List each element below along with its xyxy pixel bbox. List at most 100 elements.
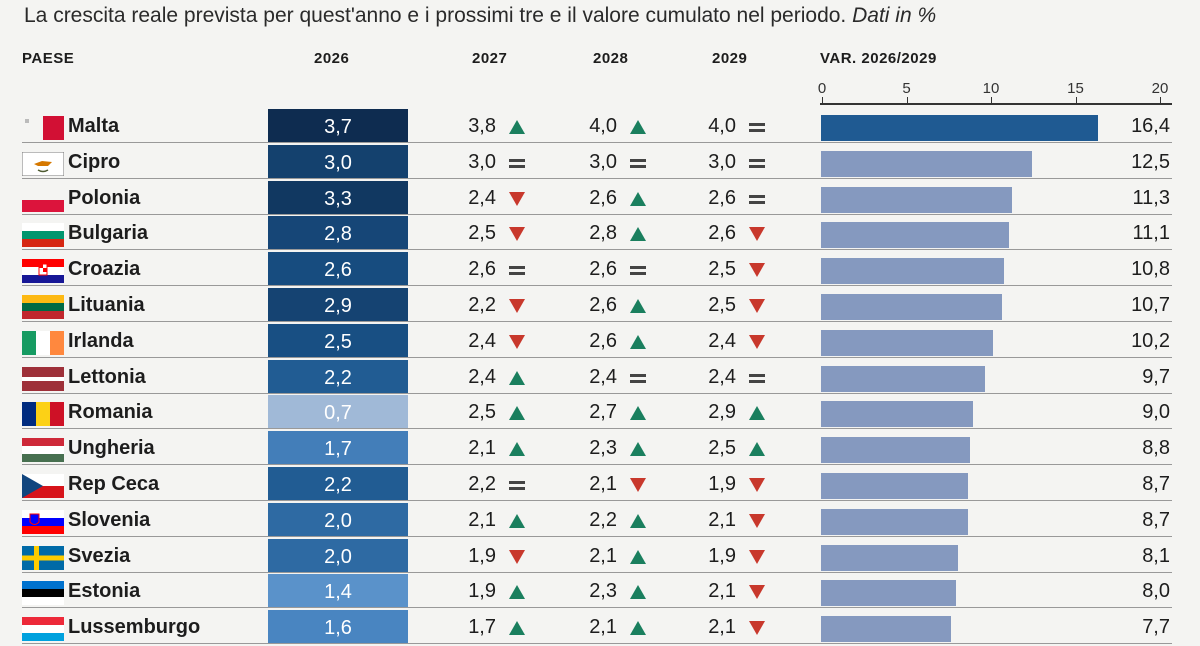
sweden-flag-icon (22, 545, 64, 570)
cumulative-bar (821, 544, 958, 571)
value-2028: 2,1 (589, 544, 617, 567)
value-2029: 2,1 (708, 508, 736, 531)
cumulative-bar (821, 329, 994, 356)
table-row: Slovenia 2,0 2,1 2,2 2,1 8,7 (22, 502, 1172, 537)
value-2026-cell: 1,6 (268, 610, 408, 645)
croatia-flag-icon (22, 259, 64, 284)
value-2028: 4,0 (589, 115, 617, 137)
value-2027: 2,1 (468, 437, 496, 460)
up-triangle-icon (507, 619, 527, 637)
value-2026-cell: 2,6 (268, 252, 408, 287)
header-country: PAESE (22, 50, 75, 67)
x-axis-line (820, 103, 1172, 105)
table-row: Bulgaria 2,8 2,5 2,8 2,6 11,1 (22, 216, 1172, 251)
hungary-flag-icon (22, 438, 64, 463)
up-triangle-icon (628, 118, 648, 136)
x-tick-mark (906, 97, 908, 103)
table-row: Cipro 3,0 3,0 3,0 3,0 12,5 (21, 144, 1172, 179)
cumulative-bar (821, 294, 1002, 320)
value-2028: 2,6 (589, 258, 617, 281)
value-2028: 2,6 (589, 329, 617, 352)
row-divider (22, 500, 1172, 501)
cumulative-bar (821, 186, 1012, 213)
value-2027: 2,1 (468, 508, 496, 531)
row-divider (22, 464, 1172, 466)
cumulative-bar (821, 437, 970, 464)
cumulative-bar (821, 222, 1009, 249)
value-2027: 3,8 (468, 115, 496, 137)
table-row: Ungheria 1,7 2,1 2,3 2,5 8,8 (22, 431, 1172, 466)
cumulative-value: 8,0 (1142, 580, 1170, 603)
value-2026-cell: 2,5 (268, 323, 408, 358)
value-2029: 4,0 (708, 115, 736, 137)
up-triangle-icon (628, 583, 648, 601)
down-triangle-icon (747, 297, 767, 315)
value-2029: 2,4 (708, 365, 736, 388)
table-row: Lussemburgo 1,6 1,7 2,1 2,1 7,7 (22, 610, 1172, 645)
value-2028: 2,3 (589, 437, 617, 460)
header-2028: 2028 (593, 50, 629, 67)
value-2029: 2,1 (708, 580, 736, 603)
up-triangle-icon (628, 297, 648, 315)
value-2026-cell: 0,7 (268, 395, 408, 430)
country-name: Slovenia (68, 508, 151, 531)
luxembourg-flag-icon (22, 617, 64, 642)
malta-flag-icon (22, 116, 64, 140)
value-2027: 2,4 (468, 365, 496, 388)
value-2026-cell: 1,4 (268, 574, 408, 609)
country-name: Croazia (68, 258, 141, 281)
up-triangle-icon (628, 512, 648, 530)
row-divider (22, 285, 1172, 287)
header-2029: 2029 (712, 50, 748, 67)
country-name: Irlanda (68, 329, 134, 352)
value-2026-cell: 2,0 (268, 538, 408, 573)
cumulative-value: 8,7 (1142, 508, 1170, 531)
table-row: Irlanda 2,5 2,4 2,6 2,4 10,2 (22, 323, 1172, 358)
table-row: Croazia 2,6 2,6 2,6 2,5 10,8 (22, 252, 1172, 287)
value-2029: 2,5 (708, 437, 736, 460)
cumulative-bar (821, 616, 952, 643)
table-row: Rep Ceca 2,2 2,2 2,1 1,9 8,7 (22, 467, 1172, 501)
value-2027: 2,6 (468, 258, 496, 281)
subtitle-main: La crescita reale prevista per quest'ann… (24, 4, 847, 27)
subtitle-unit: Dati in % (852, 4, 937, 27)
value-2028: 2,7 (589, 401, 617, 424)
down-triangle-icon (747, 476, 767, 494)
row-divider (22, 428, 1172, 430)
down-triangle-icon (747, 333, 767, 351)
value-2026-cell: 3,7 (268, 109, 408, 143)
cumulative-value: 10,7 (1131, 294, 1170, 316)
down-triangle-icon (507, 225, 527, 243)
value-2028: 2,6 (589, 294, 617, 316)
cumulative-bar (821, 508, 969, 535)
row-divider (22, 643, 1172, 645)
cumulative-value: 8,1 (1142, 544, 1170, 567)
equal-icon (628, 369, 648, 387)
x-tick-mark (1160, 97, 1161, 103)
table-row: Lituania 2,9 2,2 2,6 2,5 10,7 (22, 288, 1172, 322)
up-triangle-icon (507, 118, 527, 136)
x-tick-mark (1075, 97, 1077, 103)
country-name: Estonia (68, 580, 141, 603)
value-2028: 2,2 (589, 508, 617, 531)
up-triangle-icon (628, 225, 648, 243)
header-2027: 2027 (472, 50, 508, 67)
table-row: Malta 3,7 3,8 4,0 4,0 16,4 (22, 109, 1172, 143)
country-name: Svezia (68, 544, 131, 567)
value-2029: 2,6 (708, 222, 736, 245)
header-cumulative: VAR. 2026/2029 (820, 50, 937, 67)
country-name: Lettonia (68, 365, 146, 388)
x-tick-label: 10 (982, 80, 1000, 97)
value-2029: 3,0 (708, 150, 736, 173)
value-2028: 2,6 (589, 186, 617, 209)
up-triangle-icon (628, 548, 648, 566)
romania-flag-icon (22, 402, 64, 427)
value-2028: 3,0 (589, 150, 617, 173)
country-name: Ungheria (68, 437, 155, 460)
down-triangle-icon (747, 225, 767, 243)
value-2026-cell: 3,3 (268, 180, 408, 215)
value-2028: 2,1 (589, 473, 617, 495)
value-2027: 2,4 (468, 329, 496, 352)
up-triangle-icon (747, 440, 767, 458)
row-divider (22, 142, 1172, 143)
